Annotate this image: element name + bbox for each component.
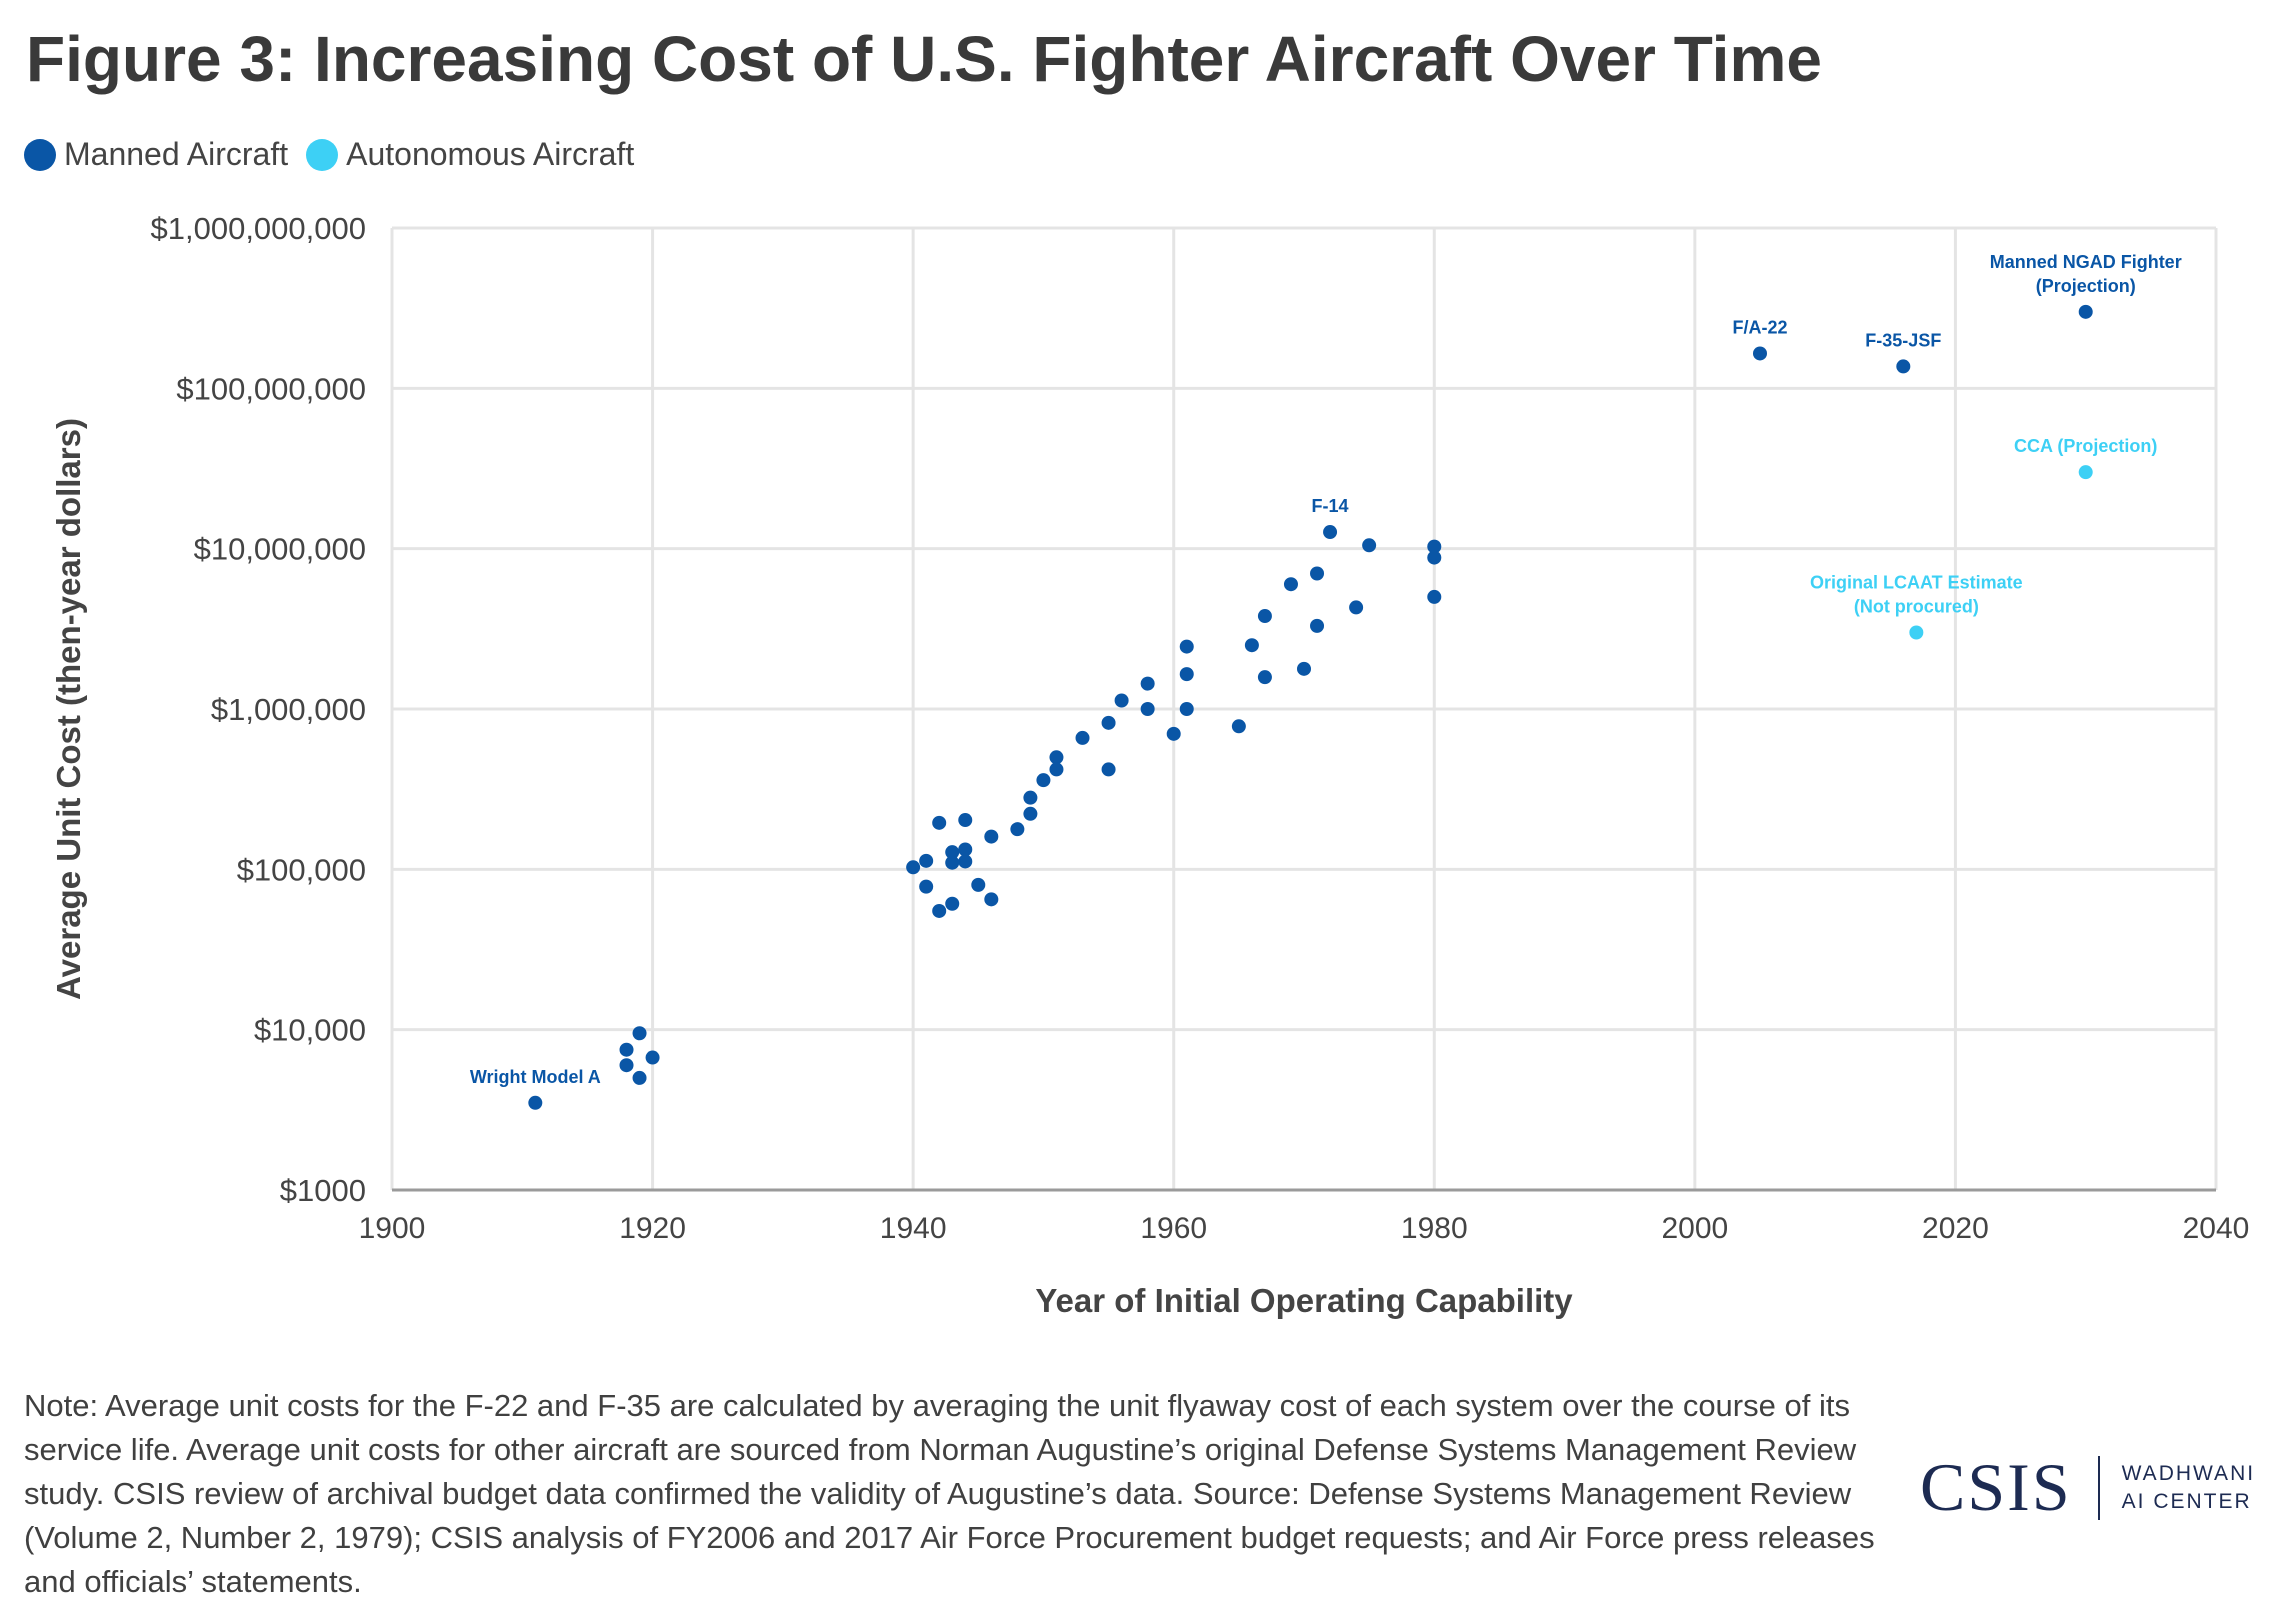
data-point-manned-aircraft	[1244, 638, 1259, 653]
data-point-manned-aircraft	[1023, 806, 1038, 821]
data-point-manned-aircraft	[632, 1026, 647, 1041]
point-annotation: F/A-22	[1732, 317, 1787, 337]
legend-item-autonomous[interactable]: Autonomous Aircraft	[306, 136, 634, 173]
point-annotation: Wright Model A	[470, 1067, 601, 1087]
x-tick-label: 2020	[1922, 1212, 1989, 1245]
point-annotation: (Projection)	[2036, 276, 2136, 296]
logo-wordmark: CSIS	[1920, 1449, 2072, 1525]
legend-marker-manned	[24, 138, 56, 171]
data-point-manned-aircraft	[932, 903, 947, 918]
chart-title: Figure 3: Increasing Cost of U.S. Fighte…	[26, 23, 1822, 95]
point-annotation: Original LCAAT Estimate	[1810, 573, 2023, 593]
data-point-manned-aircraft	[1310, 566, 1325, 581]
data-point-manned-aircraft	[1101, 762, 1116, 777]
data-point-manned-aircraft	[906, 860, 921, 875]
data-point-manned-aircraft	[1896, 359, 1911, 374]
x-tick-label: 2000	[1661, 1212, 1728, 1245]
legend-item-manned[interactable]: Manned Aircraft	[24, 136, 288, 173]
data-point-manned-aircraft	[1427, 589, 1442, 604]
data-point-manned-aircraft	[1010, 822, 1025, 837]
point-annotation: CCA (Projection)	[2014, 436, 2157, 456]
point-annotation: F-35-JSF	[1865, 330, 1941, 350]
data-point-manned-aircraft	[958, 813, 973, 828]
data-point-manned-aircraft	[1753, 346, 1767, 361]
scatter-chart: 1900 1920 1940 1960 1980 2000 2020 2040 $1,000,0…	[50, 211, 2250, 1319]
data-point-manned-aircraft	[1114, 693, 1129, 708]
data-point-manned-aircraft	[945, 845, 960, 860]
data-point-manned-aircraft	[984, 892, 999, 907]
data-point-manned-aircraft	[1310, 618, 1325, 633]
x-tick-label: 1900	[359, 1212, 426, 1245]
data-point-manned-aircraft	[932, 815, 947, 830]
x-tick-label: 1940	[880, 1212, 947, 1245]
data-point-manned-aircraft	[1075, 730, 1090, 745]
y-tick-label: $100,000	[237, 852, 366, 887]
data-point-manned-aircraft	[1257, 609, 1272, 624]
data-point-manned-aircraft	[971, 877, 986, 892]
logo-subtitle: WADHWANI AI CENTER	[2122, 1460, 2255, 1516]
y-axis-title: Average Unit Cost (then-year dollars)	[50, 418, 87, 1000]
data-point-manned-aircraft	[1140, 676, 1155, 691]
data-point-manned-aircraft	[619, 1058, 634, 1073]
logo-subtitle-line2: AI CENTER	[2121, 1489, 2252, 1513]
csis-logo: CSIS WADHWANI AI CENTER	[1920, 1448, 2255, 1527]
logo-subtitle-line1: WADHWANI	[2121, 1461, 2256, 1485]
x-tick-label: 1960	[1140, 1212, 1207, 1245]
point-annotation: (Not procured)	[1854, 597, 1979, 617]
chart-note: Note: Average unit costs for the F-22 an…	[24, 1388, 1875, 1599]
data-point-manned-aircraft	[1179, 639, 1194, 654]
data-point-manned-aircraft	[958, 842, 973, 857]
y-tick-label: $100,000,000	[176, 371, 366, 406]
data-point-manned-aircraft	[984, 829, 999, 844]
data-point-manned-aircraft	[528, 1095, 543, 1110]
data-point-manned-aircraft	[958, 854, 973, 869]
y-tick-label: $1,000,000,000	[151, 211, 367, 246]
data-point-manned-aircraft	[1023, 790, 1038, 805]
data-point-manned-aircraft	[1049, 762, 1064, 777]
data-point-autonomous-aircraft	[1909, 625, 1924, 640]
data-point-manned-aircraft	[1362, 538, 1377, 553]
data-point-manned-aircraft	[2078, 304, 2093, 319]
data-point-manned-aircraft	[1323, 525, 1338, 540]
data-point-manned-aircraft	[945, 896, 960, 911]
data-point-manned-aircraft	[1036, 773, 1051, 788]
data-point-manned-aircraft	[632, 1070, 647, 1085]
data-point-manned-aircraft	[1179, 667, 1194, 682]
data-point-manned-aircraft	[1166, 726, 1181, 741]
data-point-manned-aircraft	[1297, 661, 1311, 676]
x-tick-label: 1980	[1401, 1212, 1468, 1245]
legend-label-manned: Manned Aircraft	[64, 136, 289, 172]
data-point-manned-aircraft	[1427, 539, 1442, 554]
data-point-manned-aircraft	[1101, 715, 1116, 730]
legend-label-autonomous: Autonomous Aircraft	[346, 136, 635, 172]
y-tick-label: $10,000,000	[194, 532, 366, 567]
data-point-manned-aircraft	[1283, 577, 1298, 592]
data-point-manned-aircraft	[1140, 702, 1155, 716]
x-tick-label: 2040	[2183, 1212, 2250, 1245]
data-point-manned-aircraft	[1349, 600, 1364, 615]
x-tick-label: 1920	[619, 1212, 686, 1245]
data-point-manned-aircraft	[645, 1050, 660, 1065]
legend: Manned Aircraft Autonomous Aircraft	[24, 136, 652, 173]
legend-marker-autonomous	[306, 138, 339, 171]
point-annotation: F-14	[1312, 496, 1349, 516]
data-point-manned-aircraft	[919, 853, 934, 868]
y-tick-label: $1,000,000	[211, 692, 366, 727]
data-point-manned-aircraft	[619, 1042, 634, 1057]
point-annotation: Manned NGAD Fighter	[1990, 252, 2182, 272]
logo-divider	[2097, 1455, 2100, 1520]
data-point-autonomous-aircraft	[2078, 465, 2093, 480]
data-point-manned-aircraft	[1257, 670, 1272, 685]
data-point-manned-aircraft	[1049, 750, 1064, 765]
data-point-manned-aircraft	[919, 879, 934, 894]
data-point-manned-aircraft	[1231, 719, 1246, 734]
data-point-manned-aircraft	[945, 855, 960, 870]
data-point-manned-aircraft	[1179, 702, 1194, 716]
y-tick-label: $1000	[280, 1173, 366, 1208]
x-axis-title: Year of Initial Operating Capability	[1035, 1282, 1573, 1319]
y-tick-label: $10,000	[254, 1013, 366, 1048]
data-point-manned-aircraft	[1427, 550, 1442, 565]
